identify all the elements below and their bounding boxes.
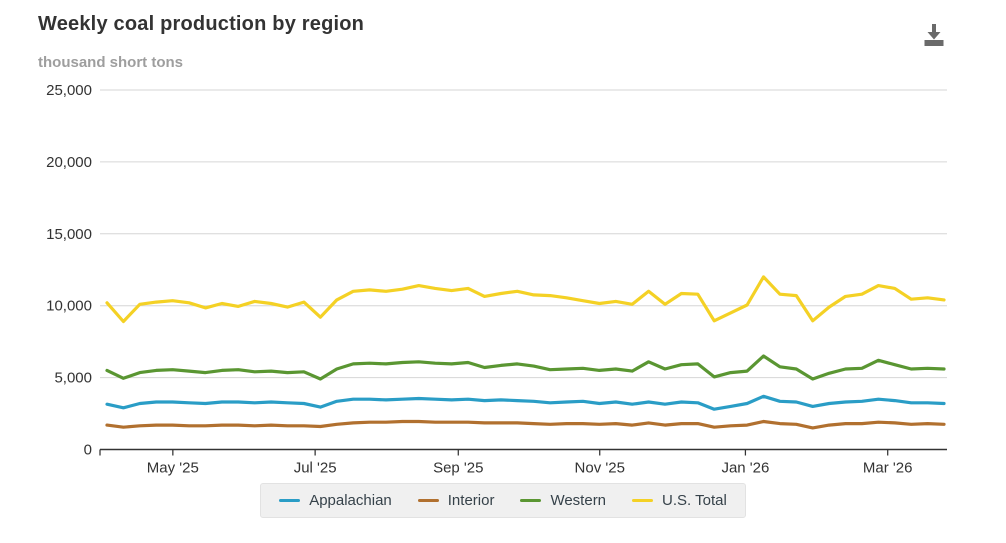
x-axis-label: Jan '26 <box>721 460 769 477</box>
legend-label: Appalachian <box>309 492 392 509</box>
series-line-western <box>105 354 946 381</box>
legend-box: Appalachian Interior Western U.S. Total <box>260 483 746 518</box>
chart-header: Weekly coal production by region <box>0 0 1006 47</box>
y-axis-label: 10,000 <box>46 298 92 315</box>
line-chart[interactable]: 0 5,000 10,000 15,000 20,000 25,000 May '25 Jul… <box>0 81 1006 479</box>
legend-label: Interior <box>447 492 495 509</box>
y-axis-label: 15,000 <box>46 226 92 243</box>
y-axis-label: 20,000 <box>46 154 92 171</box>
interior-swatch <box>417 499 439 502</box>
legend-label: Western <box>550 492 607 509</box>
legend-item-u-s-total[interactable]: U.S. Total <box>632 492 727 509</box>
series-line-appalachian <box>105 394 946 411</box>
y-axis-label: 0 <box>84 442 92 459</box>
legend-label: U.S. Total <box>662 492 727 509</box>
x-axis-label: Sep '25 <box>433 460 483 477</box>
page-title: Weekly coal production by region <box>38 13 365 35</box>
series-line-u-s-total <box>105 275 946 324</box>
legend-item-appalachian[interactable]: Appalachian <box>279 492 392 509</box>
appalachian-swatch <box>279 499 301 502</box>
x-axis-label: May '25 <box>147 460 199 477</box>
download-button[interactable] <box>921 21 947 47</box>
x-axis-label: Jul '25 <box>294 460 337 477</box>
chart-units-label: thousand short tons <box>38 54 183 71</box>
x-axis-label: Nov '25 <box>575 460 625 477</box>
download-icon <box>924 24 944 46</box>
chart-legend: Appalachian Interior Western U.S. Total <box>0 483 1006 518</box>
legend-item-interior[interactable]: Interior <box>417 492 495 509</box>
series-line-interior <box>105 419 946 430</box>
x-axis-label: Mar '26 <box>863 460 913 477</box>
u-s-total-swatch <box>632 499 654 502</box>
y-axis-label: 5,000 <box>54 370 92 387</box>
y-axis-label: 25,000 <box>46 82 92 99</box>
western-swatch <box>520 499 542 502</box>
legend-item-western[interactable]: Western <box>520 492 606 509</box>
